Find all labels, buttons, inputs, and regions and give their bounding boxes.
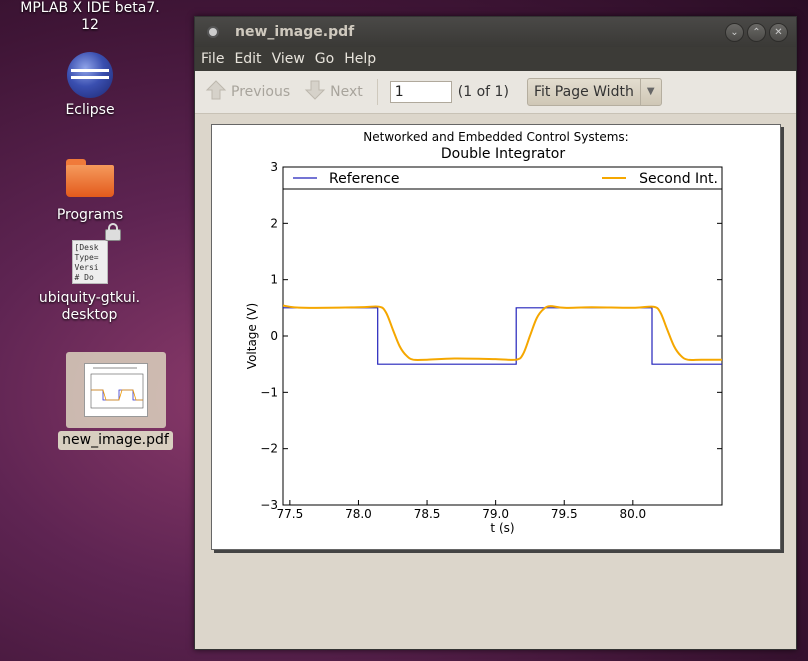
chart-title: Networked and Embedded Control Systems: <box>363 130 628 144</box>
y-tick-label: 3 <box>270 160 278 174</box>
y-tick-label: 1 <box>270 273 278 287</box>
legend-label-second-int: Second Int. <box>639 171 718 187</box>
lock-icon <box>104 223 121 241</box>
desktop-icon-label: Eclipse <box>65 102 115 118</box>
previous-label: Previous <box>231 84 291 100</box>
menu-help[interactable]: Help <box>344 51 377 67</box>
desktop-icon-programs[interactable]: Programs <box>40 155 140 224</box>
next-label: Next <box>330 84 363 100</box>
desktop-icon-eclipse[interactable]: Eclipse <box>40 52 140 119</box>
desktop-icon-pdf[interactable]: new_image.pdf <box>58 352 173 450</box>
toolbar: Previous Next (1 of 1) Fit Page Width ▼ <box>195 71 796 114</box>
close-button[interactable]: ✕ <box>769 23 788 42</box>
arrow-up-icon <box>205 79 227 105</box>
x-axis-label: t (s) <box>490 521 514 535</box>
toolbar-separator <box>376 79 378 105</box>
pdf-thumbnail-icon <box>65 352 166 428</box>
x-tick-label: 80.0 <box>619 507 646 521</box>
previous-button[interactable]: Previous <box>205 79 290 105</box>
y-tick-label: −1 <box>260 385 278 399</box>
legend-box <box>282 166 723 190</box>
legend-label-reference: Reference <box>329 171 400 187</box>
y-tick-label: −2 <box>260 442 278 456</box>
text-file-icon: [Desk Type= Versi # Do <box>71 223 121 284</box>
document-viewer-window: new_image.pdf ⌄ ⌃ ✕ File Edit View Go He… <box>194 16 797 650</box>
x-tick-label: 79.5 <box>551 507 578 521</box>
eclipse-icon <box>67 52 113 98</box>
x-tick-label: 78.5 <box>414 507 441 521</box>
menu-go[interactable]: Go <box>314 51 335 67</box>
window-title: new_image.pdf <box>235 24 355 40</box>
desktop-icon-label: Programs <box>56 207 124 223</box>
pdf-page: Networked and Embedded Control Systems: … <box>211 124 781 550</box>
file-preview-text: [Desk Type= Versi # Do <box>74 243 99 282</box>
menu-bar: File Edit View Go Help <box>195 47 796 71</box>
desktop-icon-label: MPLAB X IDE beta7. 12 <box>20 0 160 33</box>
minimize-button[interactable]: ⌄ <box>725 23 744 42</box>
pdf-thumbnail <box>83 363 148 417</box>
chart: Networked and Embedded Control Systems: … <box>245 130 723 535</box>
page-count: (1 of 1) <box>457 84 509 100</box>
y-axis-label: Voltage (V) <box>245 303 259 369</box>
desktop-icon-label: ubiquity-gtkui. desktop <box>38 290 141 323</box>
series-reference-line <box>283 307 722 365</box>
zoom-value: Fit Page Width <box>533 84 634 100</box>
chevron-down-icon: ▼ <box>639 79 661 105</box>
folder-icon <box>66 159 114 197</box>
y-tick-label: 0 <box>270 329 278 343</box>
title-bar[interactable]: new_image.pdf ⌄ ⌃ ✕ <box>195 17 796 47</box>
page-number-input[interactable] <box>389 81 452 103</box>
menu-edit[interactable]: Edit <box>234 51 262 67</box>
plot-frame <box>282 166 723 506</box>
y-tick-label: −3 <box>260 498 278 512</box>
window-menu-icon[interactable] <box>207 26 219 38</box>
series-second-int-line <box>283 304 722 361</box>
zoom-select[interactable]: Fit Page Width ▼ <box>526 78 662 106</box>
desktop-icon-mplab[interactable]: MPLAB X IDE beta7. 12 <box>10 0 170 34</box>
maximize-button[interactable]: ⌃ <box>747 23 766 42</box>
x-tick-label: 77.5 <box>277 507 304 521</box>
arrow-down-icon <box>304 79 326 105</box>
next-button[interactable]: Next <box>304 79 363 105</box>
x-tick-label: 79.0 <box>482 507 509 521</box>
document-view[interactable]: Networked and Embedded Control Systems: … <box>195 114 796 649</box>
chart-subtitle: Double Integrator <box>441 146 565 162</box>
menu-file[interactable]: File <box>201 51 225 67</box>
y-tick-label: 2 <box>270 216 278 230</box>
x-tick-label: 78.0 <box>345 507 372 521</box>
desktop-icon-ubiquity[interactable]: [Desk Type= Versi # Do ubiquity-gtkui. d… <box>22 223 157 324</box>
menu-view[interactable]: View <box>271 51 305 67</box>
desktop-icon-label: new_image.pdf <box>58 431 173 450</box>
